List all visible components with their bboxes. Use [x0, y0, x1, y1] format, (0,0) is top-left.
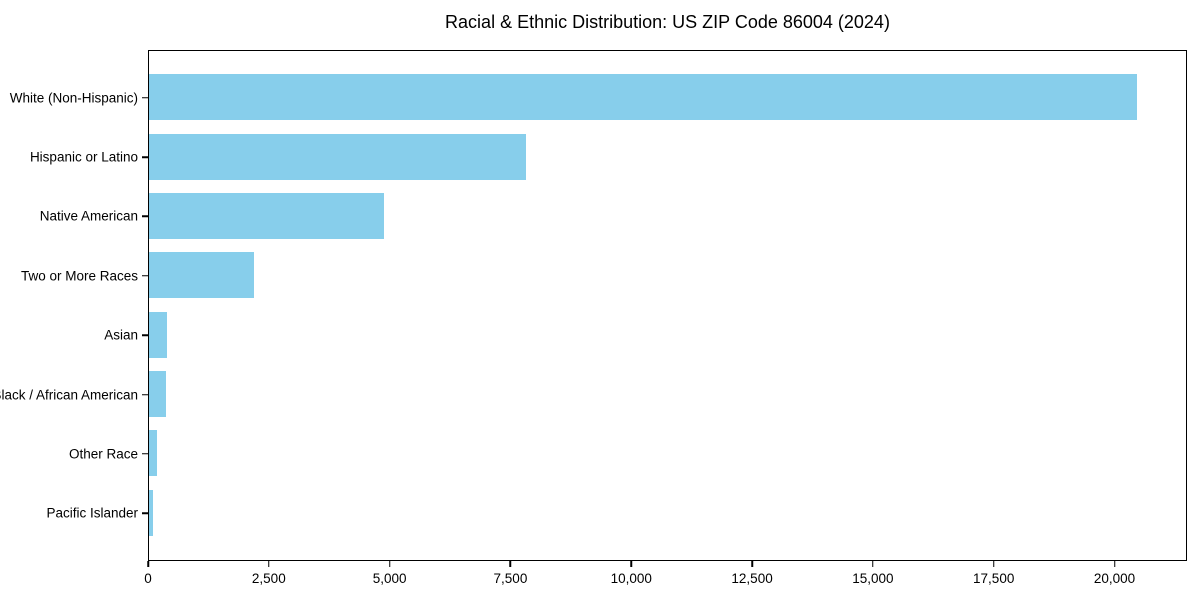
y-tick-label-black-african-american: Black / African American — [0, 386, 138, 402]
bar-other-race — [149, 430, 157, 477]
x-tick-label-15-000: 15,000 — [852, 571, 894, 586]
bar-pacific-islander — [149, 489, 153, 536]
y-tick-label-white-non-hispanic: White (Non-Hispanic) — [9, 89, 138, 105]
x-tick-mark — [147, 561, 149, 567]
x-tick-label-0: 0 — [144, 571, 152, 586]
y-tick-label-pacific-islander: Pacific Islander — [46, 505, 138, 521]
bar-two-or-more-races — [149, 252, 255, 299]
x-tick-mark — [751, 561, 753, 567]
bar-series — [149, 51, 1186, 560]
bar-asian — [149, 311, 167, 358]
chart-title: Racial & Ethnic Distribution: US ZIP Cod… — [445, 12, 890, 32]
bar-black-african-american — [149, 371, 166, 418]
x-tick-mark — [1113, 561, 1116, 567]
bar-white-non-hispanic — [149, 74, 1138, 121]
y-tick-mark — [142, 275, 148, 277]
y-tick-mark — [142, 96, 148, 99]
x-tick-mark — [388, 561, 391, 567]
x-tick-mark — [630, 561, 632, 567]
bar-hispanic-or-latino — [149, 133, 526, 180]
x-tick-mark — [872, 561, 874, 567]
x-tick-mark — [268, 561, 270, 567]
x-tick-mark — [509, 561, 512, 567]
x-tick-label-7-500: 7,500 — [493, 571, 528, 586]
bar-native-american — [149, 192, 385, 239]
x-tick-mark — [992, 561, 995, 567]
y-tick-mark — [142, 215, 148, 218]
y-tick-label-other-race: Other Race — [68, 446, 138, 462]
x-tick-label-17-500: 17,500 — [973, 571, 1015, 586]
y-tick-mark — [142, 393, 148, 396]
x-tick-label-2-500: 2,500 — [251, 571, 286, 586]
plot-area — [148, 50, 1187, 561]
y-tick-mark — [142, 156, 148, 158]
y-tick-mark — [142, 334, 148, 336]
y-tick-mark — [142, 512, 148, 515]
y-tick-mark — [142, 453, 148, 455]
x-tick-label-20-000: 20,000 — [1093, 571, 1136, 586]
y-tick-label-asian: Asian — [104, 327, 138, 343]
x-tick-label-10-000: 10,000 — [610, 571, 652, 586]
y-tick-label-two-or-more-races: Two or More Races — [20, 268, 138, 284]
y-tick-label-hispanic-or-latino: Hispanic or Latino — [29, 149, 138, 165]
y-tick-label-native-american: Native American — [39, 208, 138, 224]
x-tick-label-5-000: 5,000 — [372, 571, 407, 586]
x-tick-label-12-500: 12,500 — [731, 571, 773, 586]
